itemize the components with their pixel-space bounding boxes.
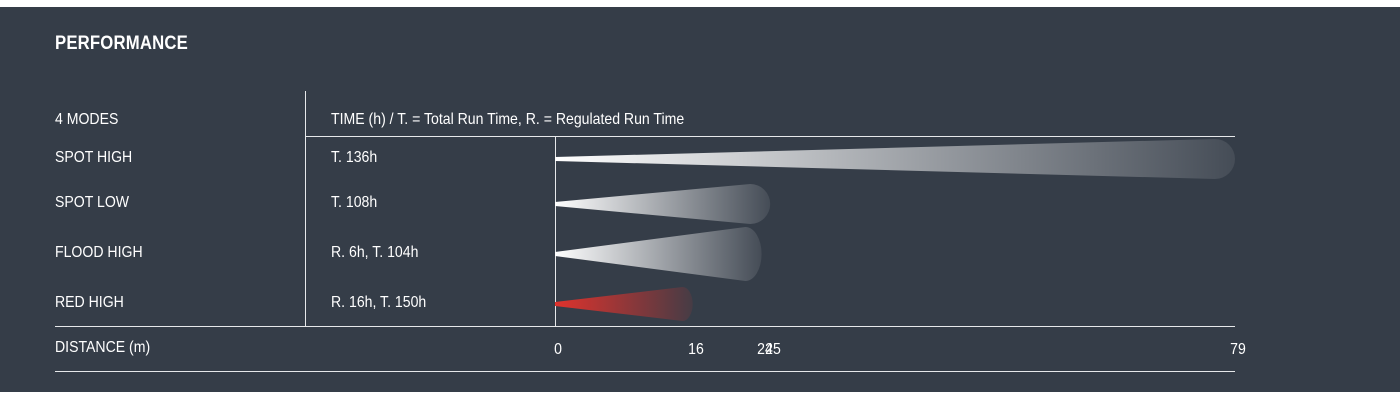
beam-spot-high [555, 139, 1235, 179]
axis-tick-label: 24 [756, 341, 773, 358]
mode-label: SPOT LOW [55, 194, 130, 211]
beam-flood-high [555, 227, 762, 281]
performance-panel: PERFORMANCE 4 MODES TIME (h) / T. = Tota… [0, 7, 1400, 392]
mode-label: FLOOD HIGH [55, 244, 143, 261]
mode-label: RED HIGH [55, 294, 124, 311]
distance-axis-label: DISTANCE (m) [55, 339, 151, 356]
header-rule [305, 136, 1235, 137]
time-value: T. 108h [331, 194, 378, 211]
beam-spot-low [555, 184, 771, 224]
chart-origin-line [555, 136, 556, 326]
time-value: R. 16h, T. 150h [331, 294, 427, 311]
panel-title: PERFORMANCE [55, 33, 188, 54]
axis-tick-label: 79 [1230, 341, 1246, 358]
beam-chart [555, 139, 1235, 321]
time-value: T. 136h [331, 149, 378, 166]
time-value: R. 6h, T. 104h [331, 244, 419, 261]
axis-tick-label: 25 [765, 341, 782, 358]
column-divider-modes [305, 91, 306, 326]
axis-rule [55, 326, 1235, 327]
mode-label: SPOT HIGH [55, 149, 133, 166]
time-header: TIME (h) / T. = Total Run Time, R. = Reg… [331, 111, 685, 128]
axis-tick-label: 16 [687, 341, 704, 358]
axis-tick-label: 0 [554, 341, 562, 358]
beam-red-high [555, 287, 693, 321]
modes-header: 4 MODES [55, 111, 119, 128]
bottom-rule [55, 371, 1235, 372]
